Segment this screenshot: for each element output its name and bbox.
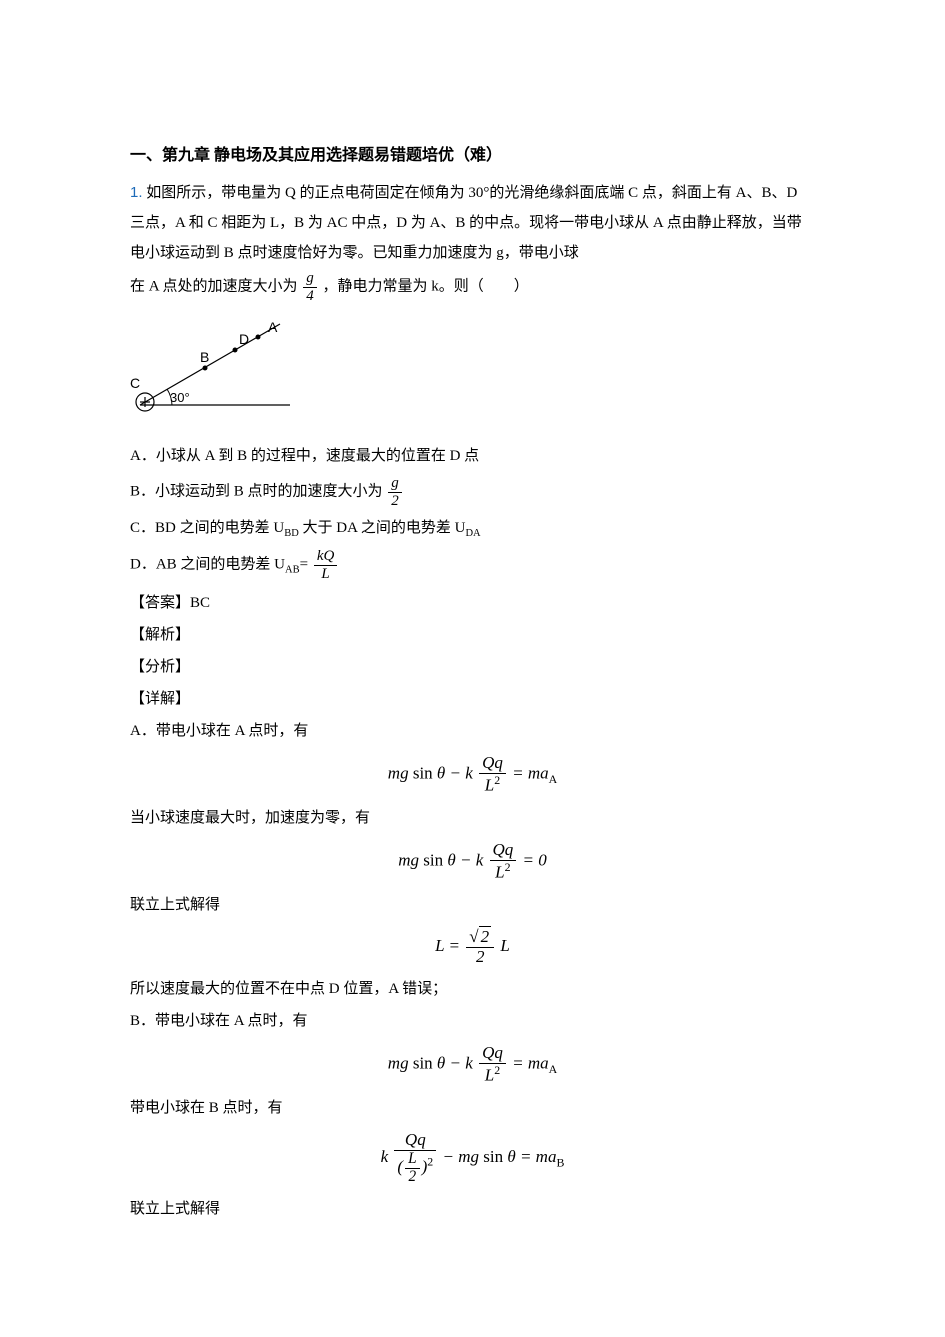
- question-number: 1.: [130, 184, 143, 201]
- section-title: 一、第九章 静电场及其应用选择题易错题培优（难）: [130, 140, 815, 172]
- q-p2-suffix: ，静电力常量为 k。则（ ）: [323, 278, 529, 294]
- option-B: B．小球运动到 B 点时的加速度大小为 g 2: [130, 475, 815, 509]
- sub-BD: BD: [284, 528, 299, 539]
- question-text-1: 如图所示，带电量为 Q 的正点电荷固定在倾角为 30°的光滑绝缘斜面底端 C 点…: [130, 185, 802, 261]
- option-C-mid: 大于 DA 之间的电势差 U: [299, 520, 466, 536]
- fenxi-label: 【分析】: [130, 652, 815, 682]
- fraction-kQ-over-L: kQ L: [314, 548, 338, 582]
- equation-1: mg sin θ − k QqL2 = maA: [130, 754, 815, 795]
- incline-diagram: A D B C 30°: [130, 310, 815, 431]
- equation-5: k Qq (L2)2 − mg sin θ = maB: [130, 1131, 815, 1185]
- q-p2-prefix: 在 A 点处的加速度大小为: [130, 278, 298, 294]
- frac-num: g: [303, 270, 317, 287]
- option-C: C．BD 之间的电势差 UBD 大于 DA 之间的电势差 UDA: [130, 513, 815, 544]
- sub-AB: AB: [285, 564, 300, 575]
- xiangjie-label: 【详解】: [130, 684, 815, 714]
- equation-4: mg sin θ − k QqL2 = maA: [130, 1044, 815, 1085]
- option-A: A．小球从 A 到 B 的过程中，速度最大的位置在 D 点: [130, 441, 815, 471]
- equation-2: mg sin θ − k QqL2 = 0: [130, 841, 815, 882]
- equation-3: L = √22 L: [130, 928, 815, 966]
- label-D: D: [239, 331, 249, 347]
- option-D-eq: =: [300, 556, 308, 572]
- fraction-g-over-4: g 4: [303, 270, 317, 304]
- frac-den: 2: [388, 492, 402, 510]
- answer-label: 【答案】BC: [130, 588, 815, 618]
- sub-DA: DA: [465, 528, 480, 539]
- sol-B2: 带电小球在 B 点时，有: [130, 1093, 815, 1123]
- option-C-text1: C．BD 之间的电势差 U: [130, 520, 284, 536]
- sol-A1: A．带电小球在 A 点时，有: [130, 716, 815, 746]
- frac-num: kQ: [314, 548, 338, 565]
- sol-A2: 当小球速度最大时，加速度为零，有: [130, 803, 815, 833]
- sol-B3: 联立上式解得: [130, 1194, 815, 1224]
- frac-den: 4: [303, 287, 317, 305]
- option-B-prefix: B．小球运动到 B 点时的加速度大小为: [130, 483, 383, 499]
- option-D: D．AB 之间的电势差 UAB= kQ L: [130, 548, 815, 582]
- label-A: A: [268, 319, 278, 335]
- fraction-g-over-2: g 2: [388, 475, 402, 509]
- question-paragraph-1: 1. 如图所示，带电量为 Q 的正点电荷固定在倾角为 30°的光滑绝缘斜面底端 …: [130, 178, 815, 268]
- jiexi-label: 【解析】: [130, 620, 815, 650]
- frac-num: g: [388, 475, 402, 492]
- sol-A4: 所以速度最大的位置不在中点 D 位置，A 错误；: [130, 974, 815, 1004]
- option-D-prefix: D．AB 之间的电势差 U: [130, 556, 285, 572]
- label-C: C: [130, 375, 140, 391]
- label-B: B: [200, 349, 209, 365]
- frac-den: L: [314, 565, 338, 583]
- label-angle: 30°: [170, 390, 190, 405]
- sol-B1: B．带电小球在 A 点时，有: [130, 1006, 815, 1036]
- question-paragraph-2: 在 A 点处的加速度大小为 g 4 ，静电力常量为 k。则（ ）: [130, 270, 815, 304]
- sol-A3: 联立上式解得: [130, 890, 815, 920]
